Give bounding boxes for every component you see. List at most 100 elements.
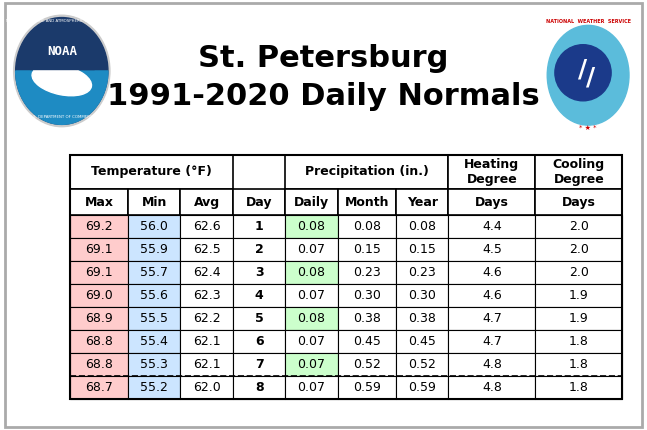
- Text: 62.1: 62.1: [193, 335, 221, 348]
- Text: 4.8: 4.8: [482, 381, 502, 394]
- Text: 6: 6: [255, 335, 263, 348]
- Text: 68.7: 68.7: [85, 381, 113, 394]
- Text: 0.08: 0.08: [353, 220, 381, 233]
- Text: 0.59: 0.59: [353, 381, 381, 394]
- Text: 0.38: 0.38: [408, 312, 436, 325]
- Text: Month: Month: [345, 196, 389, 209]
- Text: U.S. DEPARTMENT OF COMMERCE: U.S. DEPARTMENT OF COMMERCE: [29, 115, 94, 120]
- Text: 55.7: 55.7: [140, 266, 168, 279]
- Text: 0.38: 0.38: [353, 312, 381, 325]
- Text: Temperature (°F): Temperature (°F): [91, 166, 212, 178]
- Bar: [30, 36, 94, 69]
- Text: 3: 3: [255, 266, 263, 279]
- Text: 5: 5: [255, 312, 263, 325]
- Text: Precipitation (in.): Precipitation (in.): [305, 166, 429, 178]
- Text: 0.59: 0.59: [408, 381, 436, 394]
- Text: 0.08: 0.08: [298, 312, 325, 325]
- Text: 8: 8: [255, 381, 263, 394]
- Text: 4.6: 4.6: [482, 266, 502, 279]
- Text: 4.6: 4.6: [482, 289, 502, 302]
- Text: Day: Day: [246, 196, 272, 209]
- Text: 69.2: 69.2: [85, 220, 113, 233]
- Text: 68.8: 68.8: [85, 358, 113, 371]
- Text: 55.6: 55.6: [140, 289, 168, 302]
- Text: 0.07: 0.07: [298, 381, 325, 394]
- Text: 62.3: 62.3: [193, 289, 221, 302]
- Text: /: /: [578, 57, 587, 81]
- Text: Cooling
Degree: Cooling Degree: [553, 158, 605, 186]
- Text: 2.0: 2.0: [569, 220, 589, 233]
- Text: 69.0: 69.0: [85, 289, 113, 302]
- Text: NATIONAL OCEANIC AND ATMOSPHERIC ADMINISTRATION: NATIONAL OCEANIC AND ATMOSPHERIC ADMINIS…: [6, 19, 118, 23]
- Text: 1: 1: [255, 220, 263, 233]
- Text: 1991-2020 Daily Normals: 1991-2020 Daily Normals: [107, 82, 540, 111]
- Text: 0.07: 0.07: [298, 358, 325, 371]
- Text: 68.8: 68.8: [85, 335, 113, 348]
- Text: Year: Year: [406, 196, 437, 209]
- Text: 55.2: 55.2: [140, 381, 168, 394]
- Text: 55.4: 55.4: [140, 335, 168, 348]
- Text: 69.1: 69.1: [85, 266, 113, 279]
- Text: 0.45: 0.45: [353, 335, 381, 348]
- Text: 1.9: 1.9: [569, 312, 589, 325]
- Text: 7: 7: [255, 358, 263, 371]
- Text: 4.4: 4.4: [482, 220, 502, 233]
- Text: 1.8: 1.8: [569, 358, 589, 371]
- Text: 1.9: 1.9: [569, 289, 589, 302]
- Text: Daily: Daily: [294, 196, 329, 209]
- Text: 0.23: 0.23: [408, 266, 436, 279]
- Text: 0.45: 0.45: [408, 335, 436, 348]
- Text: 2.0: 2.0: [569, 266, 589, 279]
- Text: 0.08: 0.08: [298, 266, 325, 279]
- Text: /: /: [586, 66, 595, 90]
- Text: NATIONAL  WEATHER  SERVICE: NATIONAL WEATHER SERVICE: [545, 19, 631, 24]
- Text: 0.15: 0.15: [408, 243, 436, 256]
- Ellipse shape: [555, 45, 611, 101]
- Text: 4: 4: [255, 289, 263, 302]
- Text: * ★ *: * ★ *: [579, 125, 597, 131]
- Text: Days: Days: [562, 196, 596, 209]
- Text: 0.15: 0.15: [353, 243, 381, 256]
- Circle shape: [539, 15, 637, 135]
- Text: 56.0: 56.0: [140, 220, 168, 233]
- Text: 62.0: 62.0: [193, 381, 221, 394]
- Text: 0.52: 0.52: [408, 358, 436, 371]
- Wedge shape: [16, 71, 108, 124]
- Text: 0.23: 0.23: [353, 266, 380, 279]
- Text: 0.07: 0.07: [298, 289, 325, 302]
- Ellipse shape: [32, 65, 91, 96]
- Text: 62.2: 62.2: [193, 312, 221, 325]
- Text: St. Petersburg: St. Petersburg: [199, 43, 448, 73]
- Text: 55.9: 55.9: [140, 243, 168, 256]
- Circle shape: [547, 25, 629, 125]
- Circle shape: [16, 18, 108, 124]
- Text: Heating
Degree: Heating Degree: [465, 158, 520, 186]
- Text: Avg: Avg: [193, 196, 220, 209]
- Text: 55.5: 55.5: [140, 312, 168, 325]
- Text: 0.07: 0.07: [298, 335, 325, 348]
- Text: 62.4: 62.4: [193, 266, 221, 279]
- Text: 55.3: 55.3: [140, 358, 168, 371]
- Text: NOAA: NOAA: [47, 45, 77, 58]
- Text: Max: Max: [84, 196, 113, 209]
- Text: 68.9: 68.9: [85, 312, 113, 325]
- Text: 0.52: 0.52: [353, 358, 381, 371]
- Text: 62.6: 62.6: [193, 220, 221, 233]
- Text: 1.8: 1.8: [569, 381, 589, 394]
- Text: 4.7: 4.7: [482, 312, 502, 325]
- Text: 4.8: 4.8: [482, 358, 502, 371]
- Text: 69.1: 69.1: [85, 243, 113, 256]
- Text: Min: Min: [142, 196, 167, 209]
- Text: Days: Days: [475, 196, 509, 209]
- Text: 0.30: 0.30: [408, 289, 436, 302]
- Text: 2.0: 2.0: [569, 243, 589, 256]
- Text: 62.1: 62.1: [193, 358, 221, 371]
- Text: 1.8: 1.8: [569, 335, 589, 348]
- Text: 4.5: 4.5: [482, 243, 502, 256]
- Text: 0.08: 0.08: [408, 220, 436, 233]
- Text: 0.08: 0.08: [298, 220, 325, 233]
- Text: 0.07: 0.07: [298, 243, 325, 256]
- Text: 0.30: 0.30: [353, 289, 381, 302]
- Text: 62.5: 62.5: [193, 243, 221, 256]
- Text: 4.7: 4.7: [482, 335, 502, 348]
